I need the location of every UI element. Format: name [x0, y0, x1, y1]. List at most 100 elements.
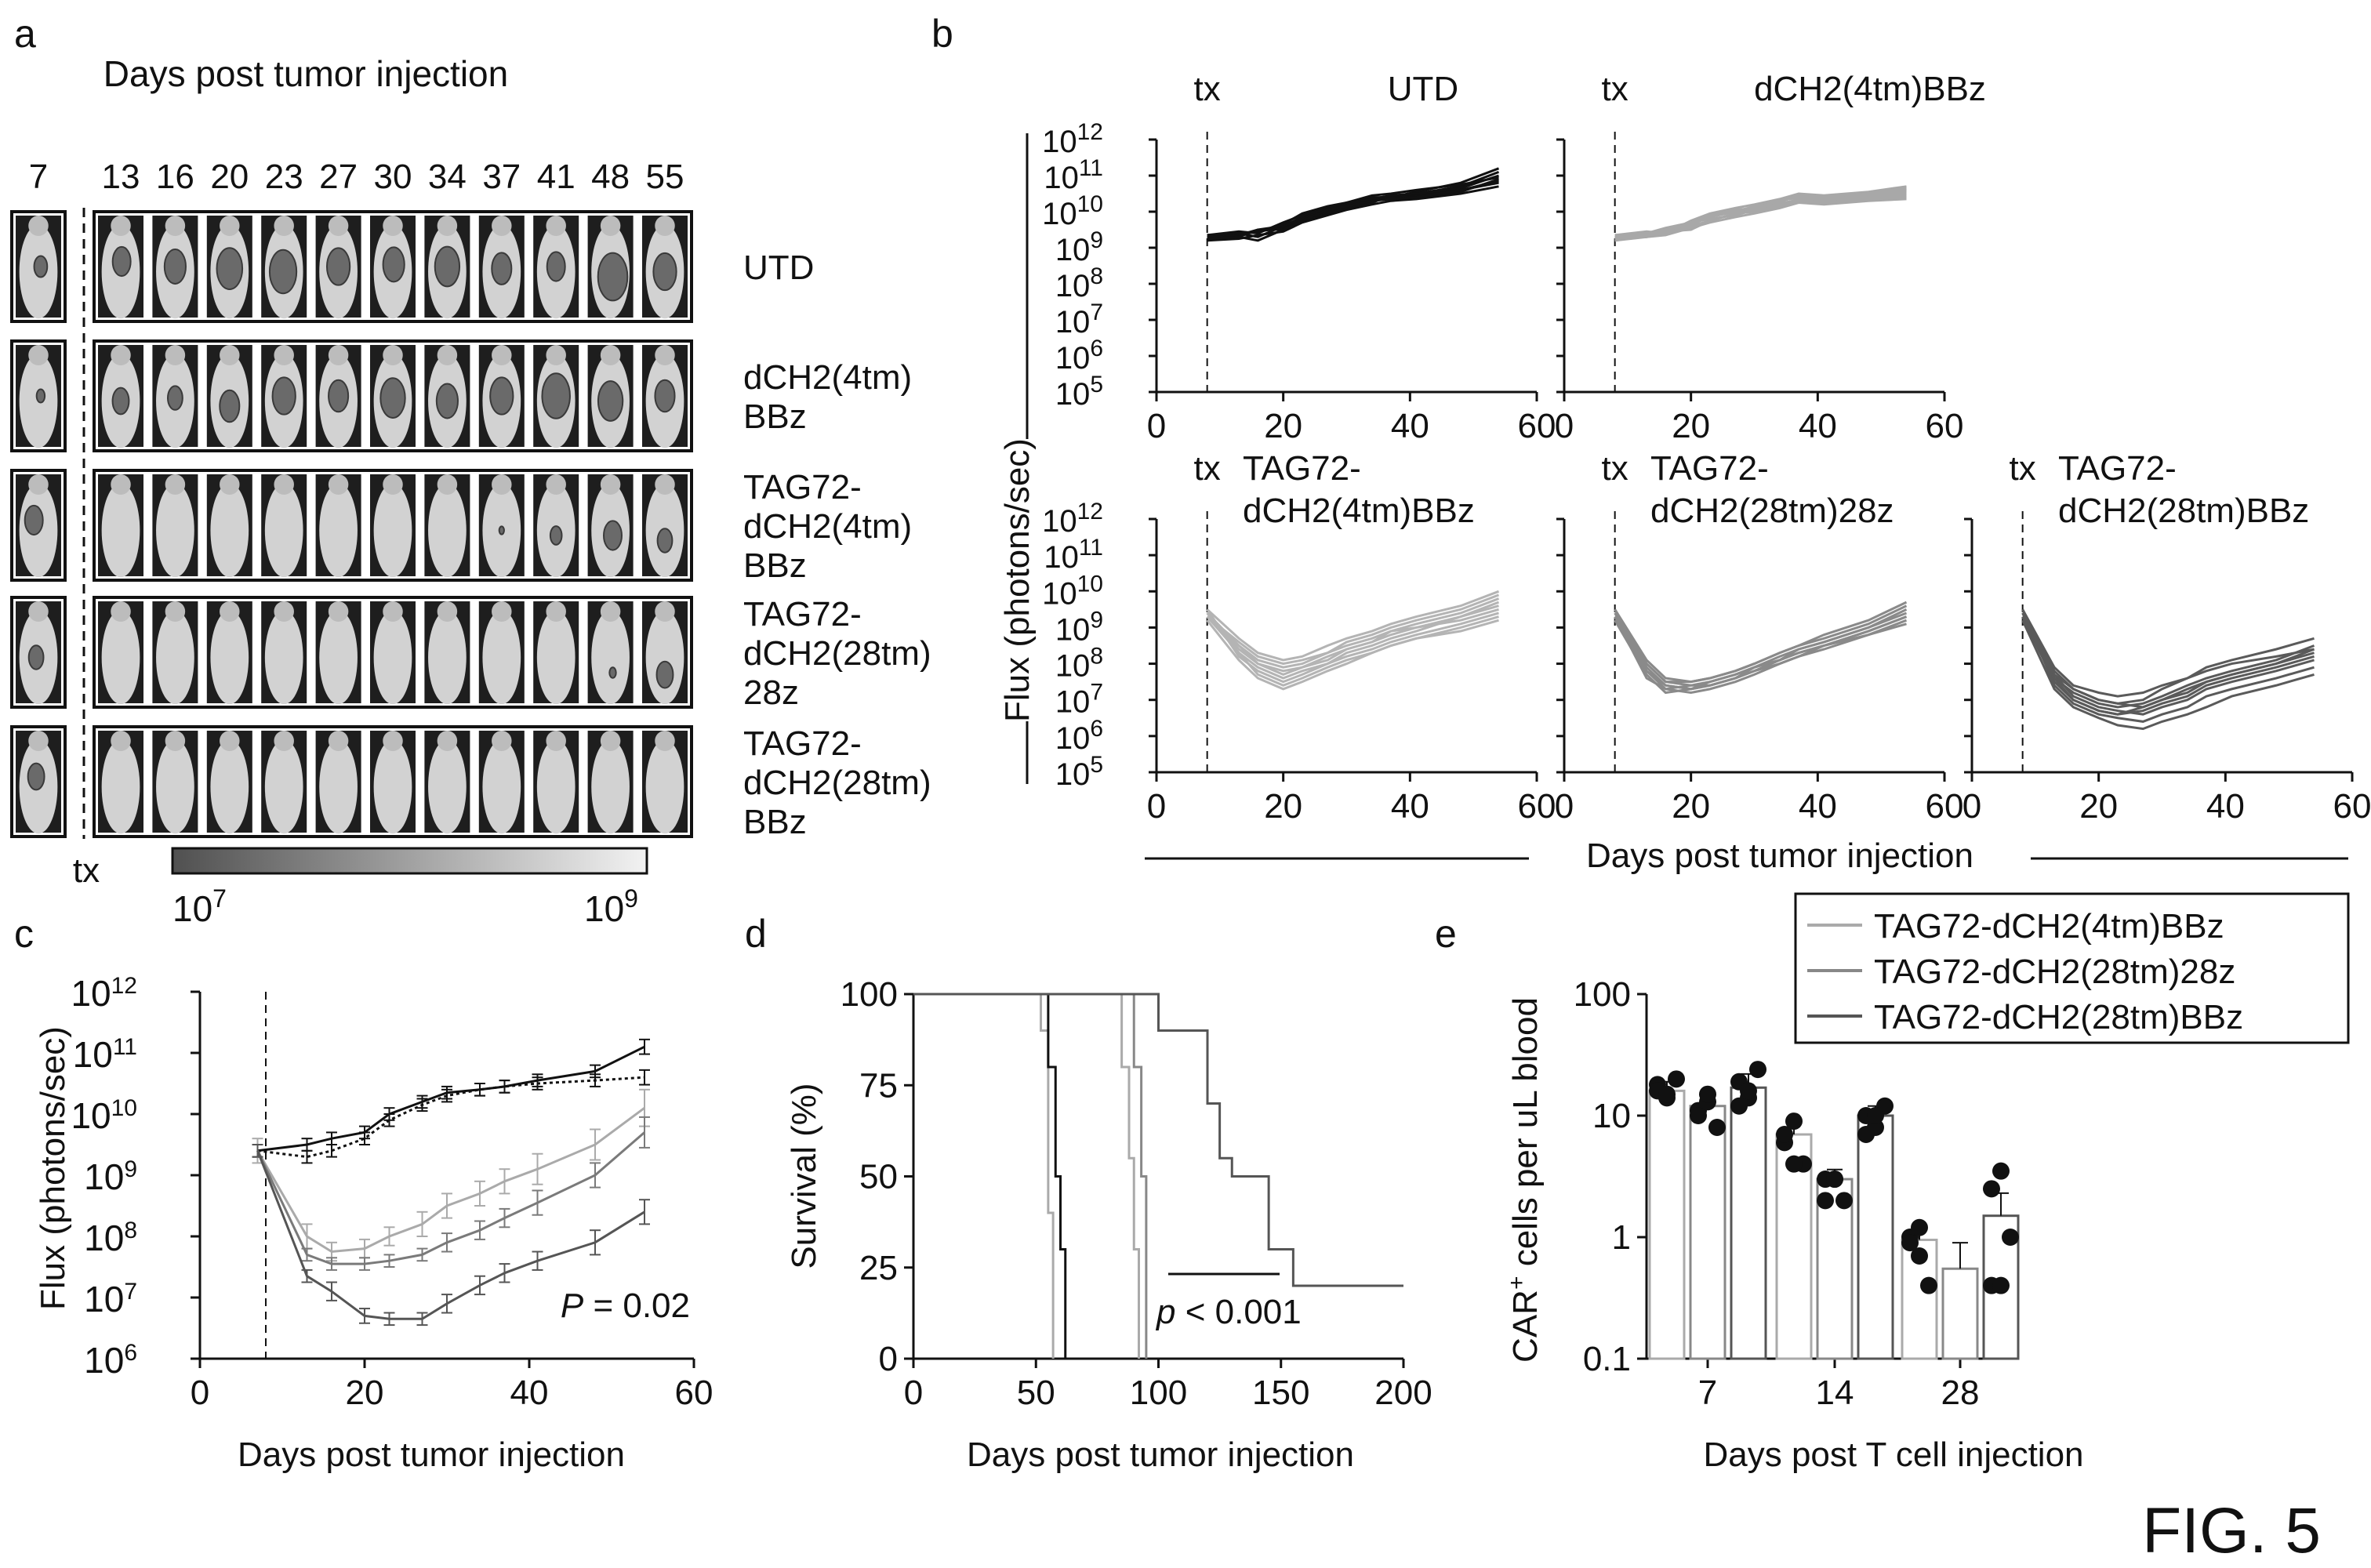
chart-title: UTD [1388, 70, 1458, 108]
x-tick-label: 0 [191, 1374, 209, 1412]
y-tick-label-exp: 11 [1079, 155, 1103, 181]
mouse-body [373, 739, 412, 834]
series-line [1206, 597, 1500, 669]
y-tick-label: 105 [1055, 372, 1103, 412]
y-tick-label-base: 10 [1055, 377, 1091, 412]
y-tick-label: 0 [879, 1340, 898, 1378]
panel-b-ylabel: Flux (photons/sec) [998, 438, 1037, 722]
group-label-line: TAG72- [743, 724, 862, 763]
chart-b-tag28bbz: 0 20 40 60 tx TAG72- dCH2(28tm)BBz [1963, 449, 2371, 826]
y-tick-label: 0.1 [1583, 1340, 1631, 1378]
chart-title-line: TAG72- [1243, 449, 1361, 488]
tumor-signal [434, 245, 461, 288]
series-line [2021, 612, 2315, 709]
mouse-body [156, 610, 194, 705]
scale-min-label: 107 [172, 884, 227, 929]
survival-curve [913, 993, 1055, 1359]
day-label-13: 13 [102, 158, 140, 196]
image-frame-post [93, 596, 693, 709]
y-tick-label-base: 10 [71, 973, 111, 1014]
mouse-body [210, 610, 249, 705]
group-label-line: dCH2(28tm) [743, 764, 931, 802]
panel-d: 0 25 50 75 100 0 50 100 150 200 Survival (%) Days… [785, 975, 1432, 1474]
panel-d-pvalue: p < 0.001 [1155, 1293, 1302, 1331]
tumor-signal [328, 379, 350, 413]
panel-a: Days post tumor injection 7 13 16 20 23 27 30 3… [10, 53, 931, 929]
group-label-line: BBz [743, 803, 807, 841]
y-tick-label: 75 [859, 1066, 898, 1105]
x-tick-label: 0 [904, 1374, 923, 1412]
tx-label: tx [2010, 449, 2036, 488]
tumor-signal [654, 379, 676, 413]
series-line [1206, 608, 1499, 684]
data-point [1776, 1126, 1793, 1144]
group-labels: UTDdCH2(4tm)BBzTAG72-dCH2(4tm)BBzTAG72-d… [743, 249, 931, 841]
tumor-signal [435, 383, 459, 419]
mouse-head [111, 345, 131, 365]
series-line [2021, 615, 2315, 716]
y-tick-label-base: 10 [1042, 504, 1077, 539]
day-label-41: 41 [537, 158, 576, 196]
mouse-body [319, 610, 358, 705]
data-point [1817, 1192, 1834, 1210]
tumor-signal [268, 249, 298, 295]
series-line [1207, 176, 1499, 237]
mouse-head [274, 474, 294, 495]
chart-title-line: TAG72- [1650, 449, 1769, 488]
tx-label: tx [73, 851, 100, 890]
day-label-16: 16 [156, 158, 194, 196]
mouse-body [101, 610, 140, 705]
y-tick-label: 1011 [73, 1034, 137, 1075]
x-tick-label: 60 [1926, 787, 1964, 826]
y-tick-label-base: 10 [84, 1218, 124, 1258]
mouse-head [220, 601, 240, 622]
series-line [1614, 604, 1908, 684]
mouse-head [437, 216, 458, 236]
mouse-head [274, 216, 294, 236]
y-tick-label: 109 [1055, 607, 1103, 647]
y-tick-label-base: 10 [1044, 161, 1079, 195]
series-line [256, 1106, 645, 1254]
mouse-body [156, 739, 194, 834]
mouse-head [546, 731, 566, 751]
y-tick-label-base: 10 [1055, 233, 1091, 267]
mouse-body [428, 610, 467, 705]
mouse-head [437, 731, 458, 751]
mouse-body [373, 610, 412, 705]
mouse-body [156, 483, 194, 578]
mouse-head [28, 601, 49, 622]
series-line [1207, 185, 1499, 242]
tumor-signal [603, 520, 623, 551]
mouse-head [600, 474, 621, 495]
mouse-body [645, 739, 684, 834]
x-tick-label: 7 [1698, 1374, 1717, 1412]
x-tick-label: 40 [510, 1374, 549, 1412]
group-label-line: BBz [743, 397, 807, 436]
y-tick-label-base: 10 [1042, 576, 1077, 611]
mouse-body [428, 739, 467, 834]
data-point [1992, 1276, 2010, 1294]
image-frame-post [93, 210, 693, 323]
tumor-signal [655, 660, 674, 689]
y-tick-label-base: 10 [84, 1279, 124, 1319]
mouse-body [319, 483, 358, 578]
image-frame-pre [10, 210, 67, 323]
series-line [1614, 615, 1908, 691]
mouse-head [328, 601, 349, 622]
tumor-signal [167, 385, 183, 411]
x-tick-label: 50 [1017, 1374, 1055, 1412]
x-tick-label: 20 [2079, 787, 2118, 826]
chart-title-line: dCH2(28tm)28z [1650, 492, 1894, 530]
y-tick-label: 107 [84, 1279, 137, 1319]
mouse-head [492, 474, 512, 495]
data-point [1911, 1247, 1928, 1265]
x-tick-label: 40 [1391, 787, 1429, 826]
panel-d-xlabel: Days post tumor injection [967, 1436, 1354, 1474]
y-tick-label: 1011 [1044, 535, 1103, 575]
y-tick-label: 1011 [1044, 155, 1103, 195]
mouse-head [28, 216, 49, 236]
mouse-head [600, 601, 621, 622]
mouse-body [482, 739, 521, 834]
